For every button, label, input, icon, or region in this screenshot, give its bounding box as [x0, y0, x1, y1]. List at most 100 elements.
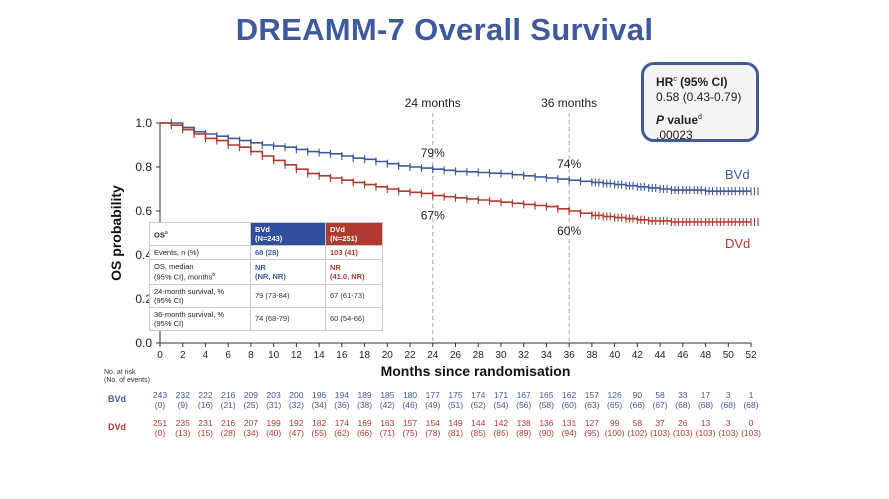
- table-row: 36-month survival, % (95% CI) 74 (68-79)…: [149, 306, 383, 331]
- at-risk-count: 192: [289, 418, 303, 428]
- at-risk-count: 90: [633, 390, 643, 400]
- at-risk-subtitle: (No. of events): [104, 377, 150, 384]
- at-risk-count: 216: [221, 418, 235, 428]
- at-risk-events: (15): [198, 428, 213, 438]
- at-risk-events: (71): [380, 428, 395, 438]
- at-risk-events: (62): [334, 428, 349, 438]
- x-tick-label: 0: [157, 350, 163, 361]
- at-risk-events: (66): [630, 400, 645, 410]
- row-bvd: 68 (28): [250, 245, 326, 260]
- at-risk-events: (0): [155, 400, 166, 410]
- at-risk-count: 154: [426, 418, 440, 428]
- at-risk-count: 194: [335, 390, 349, 400]
- x-tick-label: 24: [427, 350, 439, 361]
- at-risk-count: 232: [176, 390, 190, 400]
- y-tick-label: 0.4: [135, 248, 152, 262]
- at-risk-count: 157: [403, 418, 417, 428]
- at-risk-events: (52): [471, 400, 486, 410]
- y-tick-label: 0.2: [135, 292, 152, 306]
- at-risk-count: 58: [633, 418, 643, 428]
- at-risk-count: 0: [749, 418, 754, 428]
- x-tick-label: 4: [203, 350, 209, 361]
- at-risk-events: (89): [516, 428, 531, 438]
- at-risk-events: (81): [448, 428, 463, 438]
- at-risk-events: (28): [221, 428, 236, 438]
- at-risk-events: (60): [562, 400, 577, 410]
- at-risk-events: (75): [402, 428, 417, 438]
- at-risk-events: (49): [425, 400, 440, 410]
- p-label: P: [656, 113, 665, 127]
- at-risk-count: 200: [289, 390, 303, 400]
- at-risk-events: (85): [493, 428, 508, 438]
- at-risk-events: (66): [357, 428, 372, 438]
- x-tick-label: 20: [382, 350, 394, 361]
- row-label: Events, n (%): [149, 245, 251, 260]
- at-risk-count: 174: [335, 418, 349, 428]
- at-risk-count: 171: [494, 390, 508, 400]
- at-risk-count: 142: [494, 418, 508, 428]
- at-risk-events: (13): [175, 428, 190, 438]
- at-risk-row-label-bvd: BVd: [108, 394, 126, 404]
- at-risk-events: (55): [312, 428, 327, 438]
- y-axis-label: OS probability: [108, 185, 124, 281]
- at-risk-count: 126: [608, 390, 622, 400]
- table-row: Events, n (%) 68 (28) 103 (41): [149, 245, 383, 260]
- table-header-os: OSa: [149, 222, 251, 246]
- at-risk-count: 37: [655, 418, 665, 428]
- at-risk-count: 26: [678, 418, 688, 428]
- at-risk-events: (47): [289, 428, 304, 438]
- at-risk-events: (103): [673, 428, 693, 438]
- os-summary-table: OSa BVd (N=243) DVd (N=251) Events, n (%…: [149, 222, 383, 331]
- at-risk-events: (54): [493, 400, 508, 410]
- x-tick-label: 8: [248, 350, 254, 361]
- p-label-rest: value: [664, 113, 699, 127]
- at-risk-events: (68): [698, 400, 713, 410]
- at-risk-events: (103): [741, 428, 761, 438]
- at-risk-count: 169: [357, 418, 371, 428]
- at-risk-count: 3: [726, 418, 731, 428]
- hazard-ratio-box: HRc (95% CI) 0.58 (0.43-0.79) P valued .…: [641, 62, 759, 142]
- x-tick-label: 38: [586, 350, 598, 361]
- at-risk-events: (78): [425, 428, 440, 438]
- at-risk-events: (46): [402, 400, 417, 410]
- series-label-dvd: DVd: [725, 236, 750, 251]
- x-tick-label: 46: [677, 350, 689, 361]
- at-risk-events: (94): [562, 428, 577, 438]
- at-risk-count: 99: [610, 418, 620, 428]
- at-risk-events: (51): [448, 400, 463, 410]
- at-risk-count: 251: [153, 418, 167, 428]
- row-bvd: NR (NR, NR): [250, 259, 326, 285]
- at-risk-count: 138: [517, 418, 531, 428]
- at-risk-count: 33: [678, 390, 688, 400]
- at-risk-events: (34): [243, 428, 258, 438]
- at-risk-count: 175: [448, 390, 462, 400]
- x-tick-label: 14: [314, 350, 326, 361]
- at-risk-title: No. at risk: [104, 369, 136, 376]
- x-tick-label: 30: [495, 350, 507, 361]
- at-risk-count: 149: [448, 418, 462, 428]
- at-risk-events: (85): [471, 428, 486, 438]
- p-value: .00023: [656, 128, 693, 142]
- at-risk-count: 180: [403, 390, 417, 400]
- at-risk-count: 243: [153, 390, 167, 400]
- at-risk-count: 167: [517, 390, 531, 400]
- at-risk-count: 17: [701, 390, 711, 400]
- at-risk-count: 144: [471, 418, 485, 428]
- at-risk-events: (68): [675, 400, 690, 410]
- at-risk-events: (0): [155, 428, 166, 438]
- at-risk-count: 157: [585, 390, 599, 400]
- at-risk-count: 131: [562, 418, 576, 428]
- at-risk-count: 189: [357, 390, 371, 400]
- table-row: OS, median (95% CI), monthsb NR (NR, NR)…: [149, 259, 383, 285]
- at-risk-count: 58: [655, 390, 665, 400]
- at-risk-count: 185: [380, 390, 394, 400]
- at-risk-events: (103): [696, 428, 716, 438]
- row-dvd: NR (41.0, NR): [325, 259, 383, 285]
- table-header-row: OSa BVd (N=243) DVd (N=251): [149, 222, 383, 246]
- at-risk-events: (38): [357, 400, 372, 410]
- at-risk-events: (34): [312, 400, 327, 410]
- survival-annotation: 74%: [557, 157, 581, 171]
- at-risk-count: 196: [312, 390, 326, 400]
- at-risk-count: 174: [471, 390, 485, 400]
